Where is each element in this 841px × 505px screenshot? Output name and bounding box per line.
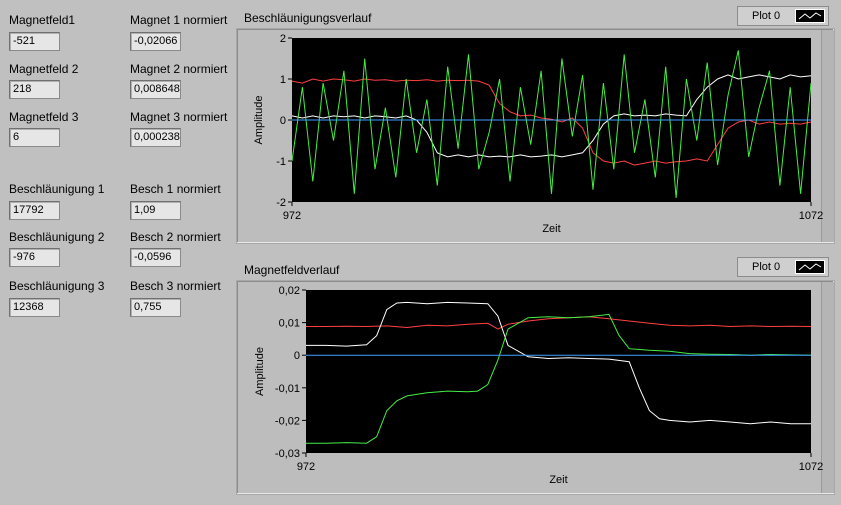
magnet1-normiert-indicator: -0,02066 <box>130 32 181 51</box>
x-tick-label-0: 972 <box>297 461 315 473</box>
magnetfeld3-indicator: 6 <box>9 128 60 147</box>
besch3-normiert-indicator: 0,755 <box>130 298 181 317</box>
plot-style-icon <box>795 9 825 23</box>
beschleunigung1-indicator: 17792 <box>9 201 60 220</box>
magnet2-normiert-label: Magnet 2 normiert <box>130 62 228 76</box>
y-tick-label-3: -1 <box>276 156 286 168</box>
plot-area <box>306 290 811 453</box>
beschleunigung3-label: Beschläunigung 3 <box>9 279 105 293</box>
magnet3-normiert-label: Magnet 3 normiert <box>130 110 228 124</box>
plot-legend-1[interactable]: Plot 0 <box>737 6 829 26</box>
magnet1-normiert-label: Magnet 1 normiert <box>130 13 228 27</box>
y-tick-label-4: -2 <box>276 197 286 209</box>
y-tick-label-1: 1 <box>280 74 286 86</box>
y-axis-label: Amplitude <box>253 96 265 145</box>
magnetfeld2-indicator: 218 <box>9 80 60 99</box>
besch1-normiert-indicator: 1,09 <box>130 201 181 220</box>
magnetfeld1-label: Magnetfeld1 <box>9 13 76 27</box>
x-tick-label-1: 1072 <box>799 461 823 473</box>
x-axis-label: Zeit <box>549 474 567 486</box>
legend-label: Plot 0 <box>752 261 781 273</box>
besch2-normiert-indicator: -0,0596 <box>130 248 181 267</box>
beschleunigung2-indicator: -976 <box>9 248 60 267</box>
chart-edge-2 <box>821 282 834 493</box>
magnetfeld3-label: Magnetfeld 3 <box>9 110 79 124</box>
y-tick-label-2: 0 <box>280 115 286 127</box>
besch2-normiert-label: Besch 2 normiert <box>130 230 221 244</box>
series-line-0 <box>291 78 812 166</box>
y-tick-label-3: -0,01 <box>275 383 300 395</box>
y-tick-label-2: 0 <box>294 350 300 362</box>
y-tick-label-0: 2 <box>280 33 286 45</box>
series-line-1 <box>306 301 811 425</box>
series-line-0 <box>306 316 812 330</box>
beschleunigung1-label: Beschläunigung 1 <box>9 182 105 196</box>
series-line-2 <box>306 313 812 444</box>
plot-style-icon <box>795 260 825 274</box>
beschleunigung3-indicator: 12368 <box>9 298 60 317</box>
y-tick-label-0: 0,02 <box>279 285 300 297</box>
series-line-1 <box>291 74 812 158</box>
series-line-2 <box>291 50 812 198</box>
x-axis-label: Zeit <box>542 223 560 235</box>
legend-label: Plot 0 <box>752 10 781 22</box>
beschleunigung2-label: Beschläunigung 2 <box>9 230 105 244</box>
magnetfeld2-label: Magnetfeld 2 <box>9 62 79 76</box>
besch1-normiert-label: Besch 1 normiert <box>130 182 221 196</box>
y-tick-label-5: -0,03 <box>275 448 300 460</box>
x-tick-label-1: 1072 <box>799 210 823 222</box>
y-tick-label-1: 0,01 <box>279 318 300 330</box>
y-tick-label-4: -0,02 <box>275 415 300 427</box>
besch3-normiert-label: Besch 3 normiert <box>130 279 221 293</box>
chart-edge-1 <box>821 30 834 242</box>
magnet3-normiert-indicator: 0,000238 <box>130 128 181 147</box>
magnet2-normiert-indicator: 0,008648 <box>130 80 181 99</box>
magnetfeld1-indicator: -521 <box>9 32 60 51</box>
chart-title-magnetfeld: Magnetfeldverlauf <box>244 263 340 277</box>
x-tick-label-0: 972 <box>283 210 301 222</box>
chart-title-beschleunigung: Beschläunigungsverlauf <box>244 11 372 25</box>
plot-legend-2[interactable]: Plot 0 <box>737 257 829 277</box>
y-axis-label: Amplitude <box>254 347 266 396</box>
